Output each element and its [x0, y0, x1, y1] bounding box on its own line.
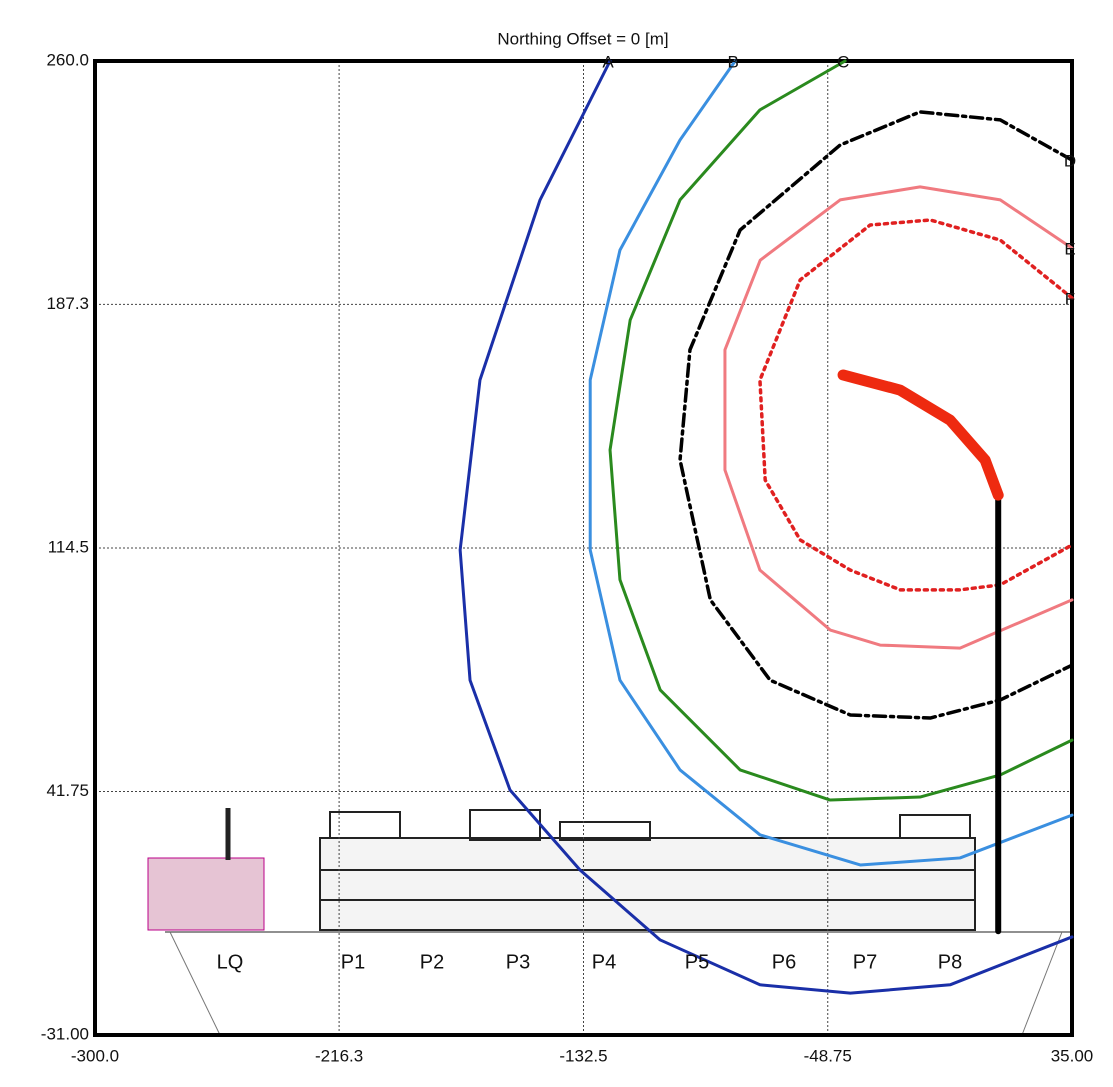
series-label: D [1064, 152, 1076, 171]
series-label: E [1064, 240, 1075, 259]
platform-drawing [148, 808, 1072, 1035]
flare-plume [843, 375, 998, 495]
module-label: LQ [217, 951, 244, 973]
series-label: A [602, 52, 614, 71]
chart: Northing Offset = 0 [m] -300.0 -216.3 -132… [0, 0, 1113, 1087]
x-tick-label: -300.0 [71, 1046, 119, 1065]
y-tick-label: 114.5 [48, 537, 89, 556]
x-tick-label: -216.3 [315, 1046, 363, 1065]
module-label: P8 [938, 951, 962, 973]
module-label: P7 [853, 951, 877, 973]
series-label: C [837, 52, 849, 71]
chart-title: Northing Offset = 0 [m] [497, 29, 668, 48]
series-label: B [727, 52, 738, 71]
y-tick-label: -31.00 [41, 1024, 89, 1043]
module-label: P1 [341, 951, 365, 973]
module-label: P2 [420, 951, 444, 973]
contour-line [680, 112, 1072, 718]
contour-line [610, 61, 1072, 800]
module-label: P4 [592, 951, 616, 973]
x-tick-label: -48.75 [804, 1046, 852, 1065]
y-tick-label: 260.0 [46, 50, 89, 69]
module-label: P6 [772, 951, 796, 973]
y-tick-label: 41.75 [46, 781, 89, 800]
series-label: F [1065, 289, 1075, 308]
x-tick-label: -132.5 [559, 1046, 607, 1065]
y-tick-label: 187.3 [46, 294, 89, 313]
module-label: P3 [506, 951, 530, 973]
x-tick-label: 35.00 [1051, 1046, 1094, 1065]
module-label: P5 [685, 951, 709, 973]
